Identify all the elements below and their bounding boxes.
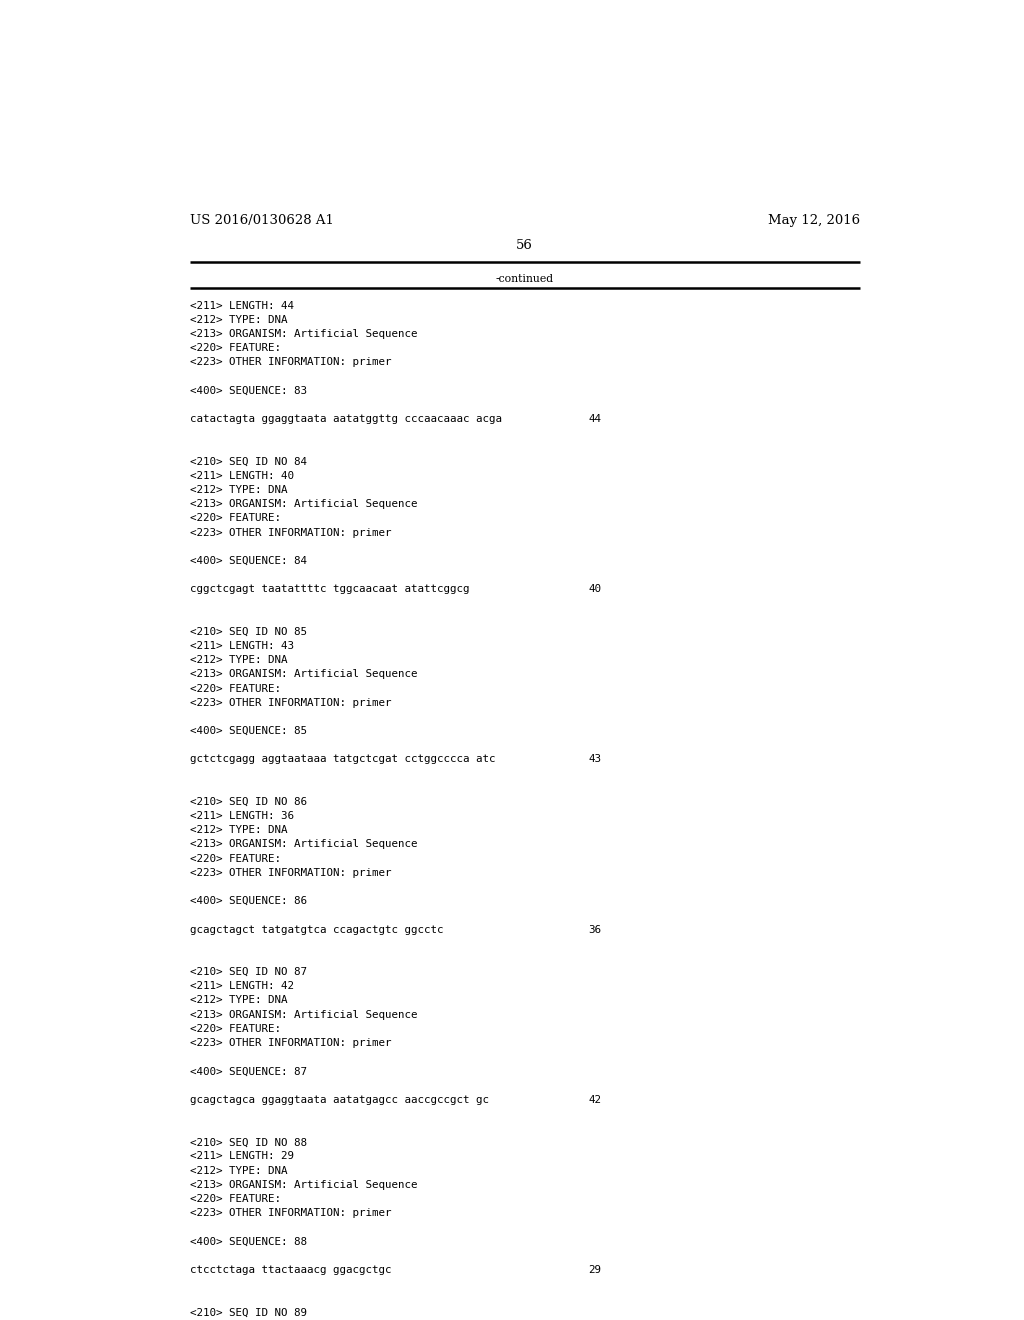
Text: <211> LENGTH: 40: <211> LENGTH: 40 xyxy=(189,471,294,480)
Text: May 12, 2016: May 12, 2016 xyxy=(768,214,860,227)
Text: <210> SEQ ID NO 84: <210> SEQ ID NO 84 xyxy=(189,457,307,467)
Text: <223> OTHER INFORMATION: primer: <223> OTHER INFORMATION: primer xyxy=(189,867,391,878)
Text: <223> OTHER INFORMATION: primer: <223> OTHER INFORMATION: primer xyxy=(189,1038,391,1048)
Text: 42: 42 xyxy=(588,1094,601,1105)
Text: <212> TYPE: DNA: <212> TYPE: DNA xyxy=(189,825,288,836)
Text: ctcctctaga ttactaaacg ggacgctgc: ctcctctaga ttactaaacg ggacgctgc xyxy=(189,1265,391,1275)
Text: <220> FEATURE:: <220> FEATURE: xyxy=(189,854,281,863)
Text: -continued: -continued xyxy=(496,275,554,284)
Text: <213> ORGANISM: Artificial Sequence: <213> ORGANISM: Artificial Sequence xyxy=(189,1180,418,1189)
Text: <213> ORGANISM: Artificial Sequence: <213> ORGANISM: Artificial Sequence xyxy=(189,329,418,339)
Text: <210> SEQ ID NO 88: <210> SEQ ID NO 88 xyxy=(189,1138,307,1147)
Text: 43: 43 xyxy=(588,755,601,764)
Text: <400> SEQUENCE: 84: <400> SEQUENCE: 84 xyxy=(189,556,307,566)
Text: <212> TYPE: DNA: <212> TYPE: DNA xyxy=(189,655,288,665)
Text: 44: 44 xyxy=(588,414,601,424)
Text: <211> LENGTH: 44: <211> LENGTH: 44 xyxy=(189,301,294,310)
Text: US 2016/0130628 A1: US 2016/0130628 A1 xyxy=(189,214,334,227)
Text: cggctcgagt taatattttc tggcaacaat atattcggcg: cggctcgagt taatattttc tggcaacaat atattcg… xyxy=(189,585,469,594)
Text: 29: 29 xyxy=(588,1265,601,1275)
Text: catactagta ggaggtaata aatatggttg cccaacaaac acga: catactagta ggaggtaata aatatggttg cccaaca… xyxy=(189,414,502,424)
Text: <220> FEATURE:: <220> FEATURE: xyxy=(189,1024,281,1034)
Text: <213> ORGANISM: Artificial Sequence: <213> ORGANISM: Artificial Sequence xyxy=(189,840,418,850)
Text: <210> SEQ ID NO 86: <210> SEQ ID NO 86 xyxy=(189,797,307,807)
Text: <213> ORGANISM: Artificial Sequence: <213> ORGANISM: Artificial Sequence xyxy=(189,499,418,510)
Text: <400> SEQUENCE: 86: <400> SEQUENCE: 86 xyxy=(189,896,307,907)
Text: <223> OTHER INFORMATION: primer: <223> OTHER INFORMATION: primer xyxy=(189,698,391,708)
Text: <400> SEQUENCE: 85: <400> SEQUENCE: 85 xyxy=(189,726,307,737)
Text: <223> OTHER INFORMATION: primer: <223> OTHER INFORMATION: primer xyxy=(189,1208,391,1218)
Text: <210> SEQ ID NO 87: <210> SEQ ID NO 87 xyxy=(189,968,307,977)
Text: <212> TYPE: DNA: <212> TYPE: DNA xyxy=(189,315,288,325)
Text: <212> TYPE: DNA: <212> TYPE: DNA xyxy=(189,995,288,1006)
Text: <213> ORGANISM: Artificial Sequence: <213> ORGANISM: Artificial Sequence xyxy=(189,1010,418,1019)
Text: <213> ORGANISM: Artificial Sequence: <213> ORGANISM: Artificial Sequence xyxy=(189,669,418,680)
Text: <400> SEQUENCE: 83: <400> SEQUENCE: 83 xyxy=(189,385,307,396)
Text: <211> LENGTH: 29: <211> LENGTH: 29 xyxy=(189,1151,294,1162)
Text: gcagctagca ggaggtaata aatatgagcc aaccgccgct gc: gcagctagca ggaggtaata aatatgagcc aaccgcc… xyxy=(189,1094,488,1105)
Text: <210> SEQ ID NO 89: <210> SEQ ID NO 89 xyxy=(189,1307,307,1317)
Text: <212> TYPE: DNA: <212> TYPE: DNA xyxy=(189,484,288,495)
Text: <211> LENGTH: 36: <211> LENGTH: 36 xyxy=(189,810,294,821)
Text: <210> SEQ ID NO 85: <210> SEQ ID NO 85 xyxy=(189,627,307,636)
Text: 36: 36 xyxy=(588,924,601,935)
Text: <220> FEATURE:: <220> FEATURE: xyxy=(189,1195,281,1204)
Text: <220> FEATURE:: <220> FEATURE: xyxy=(189,684,281,693)
Text: <400> SEQUENCE: 87: <400> SEQUENCE: 87 xyxy=(189,1067,307,1076)
Text: <212> TYPE: DNA: <212> TYPE: DNA xyxy=(189,1166,288,1176)
Text: gcagctagct tatgatgtca ccagactgtc ggcctc: gcagctagct tatgatgtca ccagactgtc ggcctc xyxy=(189,924,443,935)
Text: 40: 40 xyxy=(588,585,601,594)
Text: <211> LENGTH: 43: <211> LENGTH: 43 xyxy=(189,642,294,651)
Text: <223> OTHER INFORMATION: primer: <223> OTHER INFORMATION: primer xyxy=(189,528,391,537)
Text: gctctcgagg aggtaataaa tatgctcgat cctggcccca atc: gctctcgagg aggtaataaa tatgctcgat cctggcc… xyxy=(189,755,496,764)
Text: <220> FEATURE:: <220> FEATURE: xyxy=(189,343,281,354)
Text: <220> FEATURE:: <220> FEATURE: xyxy=(189,513,281,523)
Text: <400> SEQUENCE: 88: <400> SEQUENCE: 88 xyxy=(189,1237,307,1246)
Text: <223> OTHER INFORMATION: primer: <223> OTHER INFORMATION: primer xyxy=(189,358,391,367)
Text: <211> LENGTH: 42: <211> LENGTH: 42 xyxy=(189,981,294,991)
Text: 56: 56 xyxy=(516,239,534,252)
